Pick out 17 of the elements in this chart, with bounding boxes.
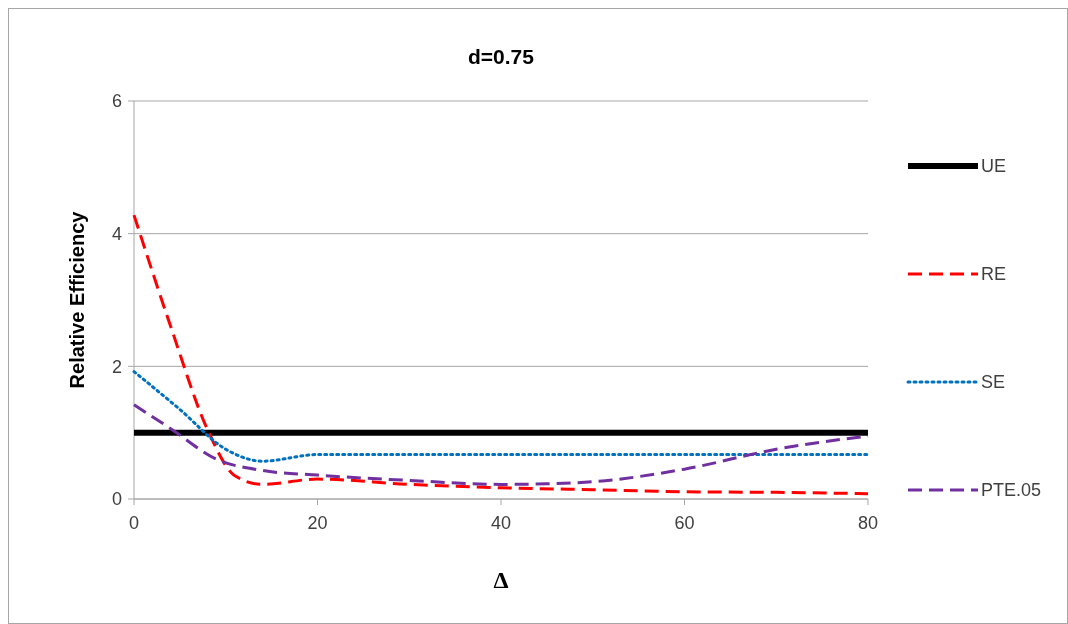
y-tick-label: 0	[111, 489, 122, 510]
x-tick-label: 60	[674, 513, 695, 533]
legend-label: PTE.05	[981, 480, 1042, 501]
x-axis-title: Δ	[493, 567, 509, 593]
y-axis-title: Relative Efficiency	[66, 210, 88, 389]
line-series	[132, 370, 870, 463]
y-tick-label: 4	[111, 223, 122, 244]
y-tick-label: 6	[111, 91, 122, 112]
chart-title: d=0.75	[468, 45, 535, 68]
x-tick-label: 20	[307, 513, 328, 533]
legend-label: SE	[981, 372, 1006, 393]
x-tick-label: 0	[128, 513, 140, 533]
x-tick-label: 80	[857, 513, 879, 533]
legend-label: UE	[981, 156, 1007, 177]
y-tick-label: 2	[111, 356, 122, 377]
legend-label: RE	[981, 264, 1007, 285]
x-tick-label: 40	[490, 513, 512, 533]
